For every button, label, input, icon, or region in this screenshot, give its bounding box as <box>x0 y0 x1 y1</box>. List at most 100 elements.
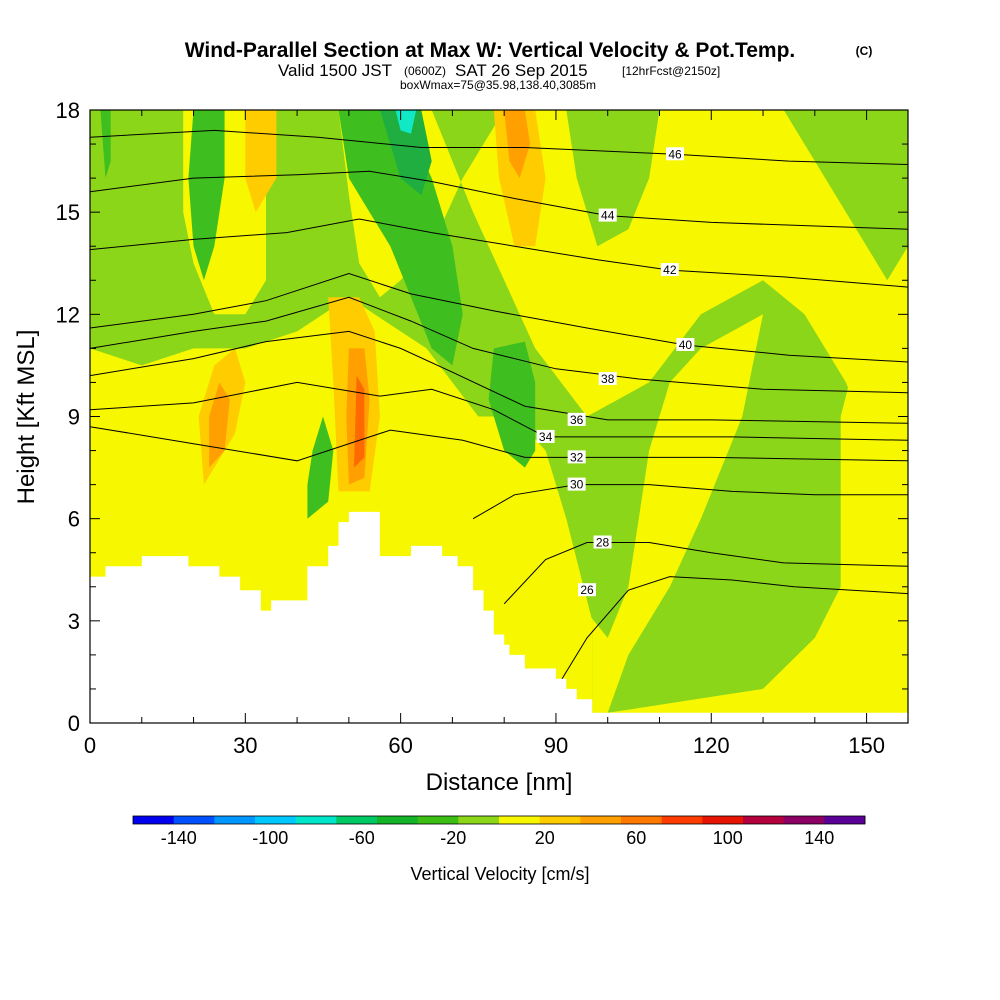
fill-region-19 <box>354 375 365 468</box>
chart-copyright: (C) <box>856 44 873 58</box>
contour-line-42 <box>90 218 908 288</box>
contour-label-bg-28 <box>593 535 612 549</box>
contour-line-26 <box>555 576 908 690</box>
contour-label-26: 26 <box>580 583 594 597</box>
contour-label-46: 46 <box>668 147 682 161</box>
colorbar-swatch-4 <box>295 816 337 824</box>
terrain-profile <box>90 511 908 723</box>
theta-contour-labels: 26 28 30 32 34 36 38 40 42 44 46 <box>536 147 695 597</box>
x-tick-label-90: 90 <box>544 733 568 758</box>
contour-line-30 <box>472 484 908 520</box>
colorbar-swatch-5 <box>336 816 378 824</box>
contour-label-38: 38 <box>601 372 615 386</box>
valid-time-prefix: Valid 1500 JST <box>278 61 392 80</box>
colorbar-swatch-13 <box>661 816 703 824</box>
contour-label-bg-30 <box>567 477 586 491</box>
contour-label-bg-26 <box>578 583 597 597</box>
x-tick-label-150: 150 <box>848 733 885 758</box>
box-note: boxWmax=75@35.98,138.40,3085m <box>400 78 596 92</box>
chart-title: Wind-Parallel Section at Max W: Vertical… <box>185 39 796 62</box>
valid-date: SAT 26 Sep 2015 <box>455 61 588 80</box>
colorbar-swatch-15 <box>743 816 785 824</box>
contour-line-36 <box>90 330 908 424</box>
y-tick-label-9: 9 <box>68 405 80 430</box>
colorbar-title: Vertical Velocity [cm/s] <box>410 864 589 884</box>
colorbar-tick-label-2: -60 <box>349 828 375 848</box>
y-tick-label-0: 0 <box>68 711 80 736</box>
contour-label-44: 44 <box>601 209 615 223</box>
colorbar-swatch-16 <box>783 816 825 824</box>
colorbar-tick-labels: -140 -100 -60 -20 20 60 100 140 <box>161 828 835 848</box>
valid-time-utc: (0600Z) <box>404 64 446 78</box>
contour-label-bg-42 <box>660 263 679 277</box>
contour-line-38 <box>90 296 908 394</box>
plot-area: 26 28 30 32 34 36 38 40 42 44 46 <box>90 110 908 723</box>
x-tick-label-30: 30 <box>233 733 257 758</box>
y-axis-title: Height [Kft MSL] <box>13 330 40 505</box>
colorbar <box>132 815 866 825</box>
fill-region-10 <box>379 110 432 196</box>
contour-label-bg-32 <box>567 450 586 464</box>
theta-contours <box>90 129 908 690</box>
colorbar-tick-label-1: -100 <box>252 828 288 848</box>
fill-region-2 <box>338 110 908 451</box>
y-tick-label-3: 3 <box>68 609 80 634</box>
contour-line-34 <box>90 381 908 441</box>
contour-label-30: 30 <box>570 478 584 492</box>
contour-line-28 <box>503 542 908 605</box>
fill-region-15 <box>245 110 277 213</box>
y-tick-label-12: 12 <box>56 302 80 327</box>
fill-region-9 <box>307 416 334 519</box>
velocity-fills <box>90 110 908 713</box>
colorbar-tick-label-4: 20 <box>535 828 555 848</box>
contour-line-40 <box>90 272 908 363</box>
contour-line-44 <box>90 170 908 230</box>
y-tick-label-18: 18 <box>56 98 80 123</box>
x-axis-title: Distance [nm] <box>426 769 573 796</box>
x-tick-label-0: 0 <box>84 733 96 758</box>
x-axis-ticks: 0 30 60 90 120 150 <box>84 110 885 758</box>
fill-region-5 <box>338 110 463 366</box>
colorbar-swatch-10 <box>539 816 581 824</box>
colorbar-swatch-3 <box>255 816 297 824</box>
contour-label-bg-38 <box>598 372 617 386</box>
contour-label-42: 42 <box>663 263 677 277</box>
fill-region-3 <box>814 501 908 672</box>
contour-label-bg-40 <box>676 337 695 351</box>
y-tick-label-6: 6 <box>68 507 80 532</box>
fill-region-14 <box>493 110 546 247</box>
x-tick-label-120: 120 <box>693 733 730 758</box>
contour-line-32 <box>90 426 908 462</box>
colorbar-tick-label-0: -140 <box>161 828 197 848</box>
contour-line-46 <box>90 129 908 165</box>
contour-label-bg-34 <box>536 429 555 443</box>
fill-region-18 <box>504 110 531 179</box>
y-tick-label-15: 15 <box>56 200 80 225</box>
contour-label-32: 32 <box>570 450 584 464</box>
fill-region-6 <box>488 341 536 468</box>
forecast-note: [12hrFcst@2150z] <box>622 64 720 78</box>
contour-label-bg-36 <box>567 412 586 426</box>
colorbar-tick-label-7: 140 <box>804 828 834 848</box>
colorbar-swatch-2 <box>214 816 256 824</box>
x-tick-label-60: 60 <box>388 733 412 758</box>
colorbar-swatch-14 <box>702 816 744 824</box>
colorbar-frame <box>132 815 866 825</box>
contour-label-bg-44 <box>598 208 617 222</box>
contour-label-34: 34 <box>539 430 553 444</box>
contour-label-36: 36 <box>570 413 584 427</box>
colorbar-swatch-8 <box>458 816 500 824</box>
colorbar-tick-label-6: 100 <box>713 828 743 848</box>
contour-label-28: 28 <box>596 536 610 550</box>
colorbar-swatch-1 <box>173 816 215 824</box>
colorbar-swatch-6 <box>377 816 419 824</box>
colorbar-tick-label-5: 60 <box>626 828 646 848</box>
colorbar-swatch-7 <box>417 816 459 824</box>
fill-region-8 <box>100 110 111 179</box>
fill-region-16 <box>209 382 230 468</box>
fill-region-1 <box>90 314 763 713</box>
colorbar-tick-label-3: -20 <box>440 828 466 848</box>
